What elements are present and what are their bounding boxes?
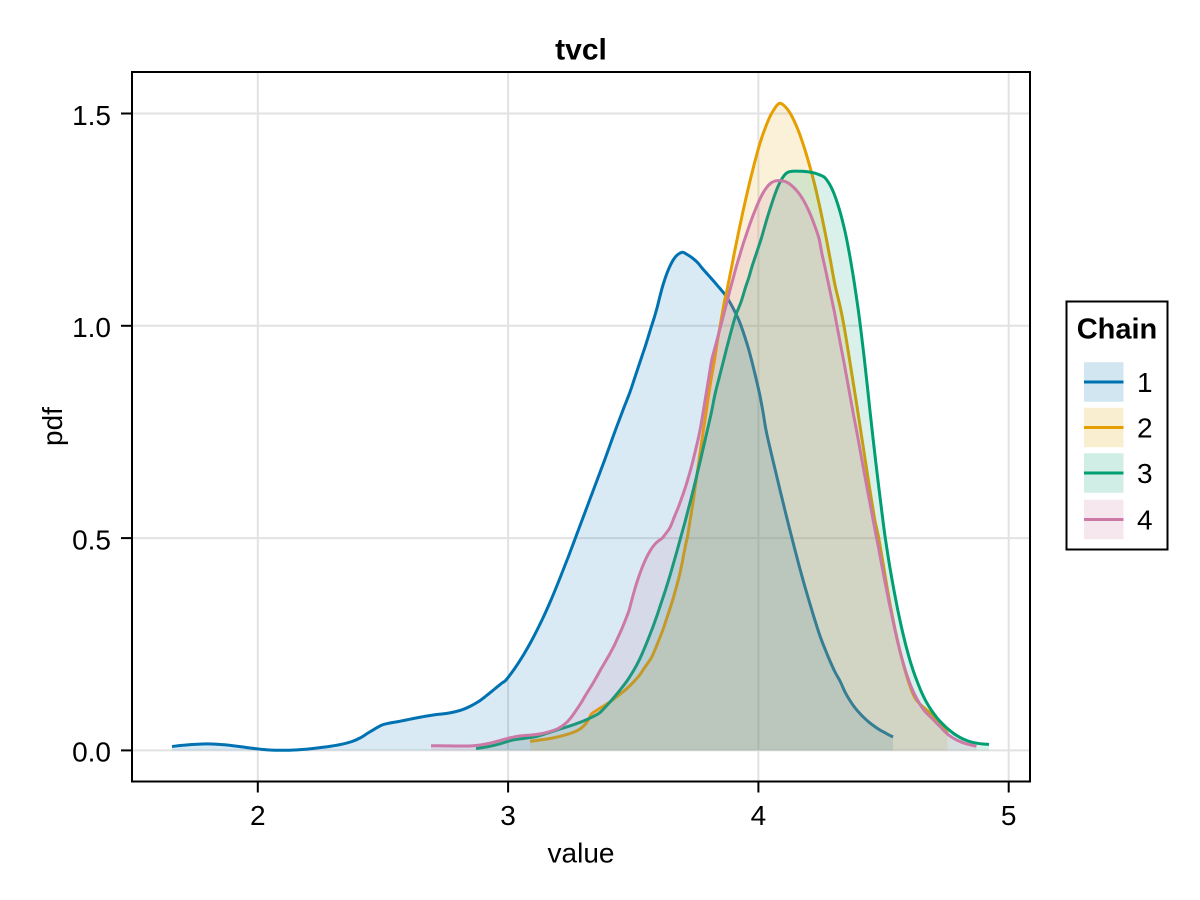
svg-text:0.0: 0.0 xyxy=(72,737,111,768)
svg-text:5: 5 xyxy=(1001,800,1017,831)
svg-text:pdf: pdf xyxy=(37,407,68,446)
svg-text:value: value xyxy=(548,838,615,869)
svg-text:3: 3 xyxy=(500,800,516,831)
svg-text:tvcl: tvcl xyxy=(555,34,607,67)
svg-text:2: 2 xyxy=(250,800,266,831)
svg-text:4: 4 xyxy=(751,800,767,831)
svg-text:1.0: 1.0 xyxy=(72,312,111,343)
svg-text:4: 4 xyxy=(1137,505,1153,536)
svg-text:1: 1 xyxy=(1137,367,1153,398)
svg-text:Chain: Chain xyxy=(1077,314,1158,346)
svg-text:2: 2 xyxy=(1137,413,1153,444)
svg-text:0.5: 0.5 xyxy=(72,524,111,555)
svg-text:3: 3 xyxy=(1137,458,1153,489)
svg-text:1.5: 1.5 xyxy=(72,100,111,131)
